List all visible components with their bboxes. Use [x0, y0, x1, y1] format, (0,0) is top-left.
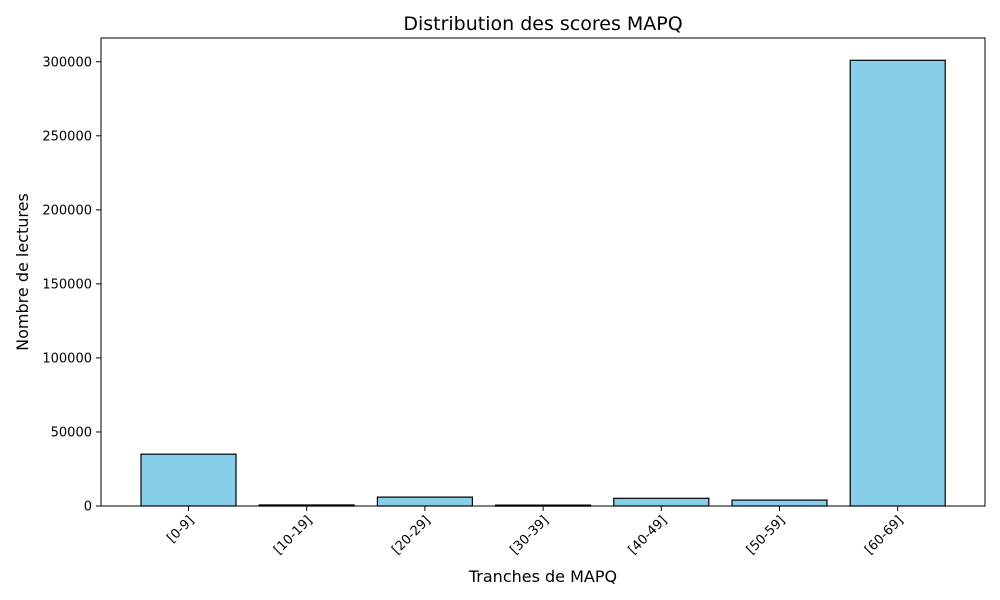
- x-axis-label: Tranches de MAPQ: [468, 567, 617, 586]
- bar-5: [731, 499, 828, 507]
- y-tick-label-2: 100000: [42, 351, 92, 366]
- bar-2: [376, 496, 473, 507]
- x-tick-label-6: [60-69]: [862, 513, 906, 557]
- y-tick-label-5: 250000: [42, 129, 92, 144]
- x-tick-label-1: [10-19]: [271, 513, 315, 557]
- bar-4: [613, 497, 710, 507]
- x-tick-label-0: [0-9]: [165, 513, 198, 546]
- y-tick-label-6: 300000: [42, 55, 92, 70]
- x-tick-label-3: [30-39]: [507, 513, 551, 557]
- x-tick-label-2: [20-29]: [389, 513, 433, 557]
- bar-0: [140, 453, 237, 507]
- chart-title: Distribution des scores MAPQ: [403, 13, 682, 35]
- plot-frame: [100, 37, 986, 507]
- y-axis: 0 50000 100000 150000 200000 250000 300000: [42, 55, 101, 515]
- x-tick-label-4: [40-49]: [626, 513, 670, 557]
- y-tick-label-1: 50000: [51, 425, 92, 440]
- y-tick-label-3: 150000: [42, 277, 92, 292]
- x-axis: [0-9] [10-19] [20-29] [30-39] [40-49] [50-59]…: [165, 506, 907, 558]
- y-tick-label-0: 0: [84, 500, 92, 515]
- bars-group: [140, 59, 946, 507]
- y-tick-label-4: 200000: [42, 203, 92, 218]
- x-tick-label-5: [50-59]: [744, 513, 788, 557]
- y-axis-label: Nombre de lectures: [13, 193, 32, 351]
- bar-6: [849, 59, 946, 507]
